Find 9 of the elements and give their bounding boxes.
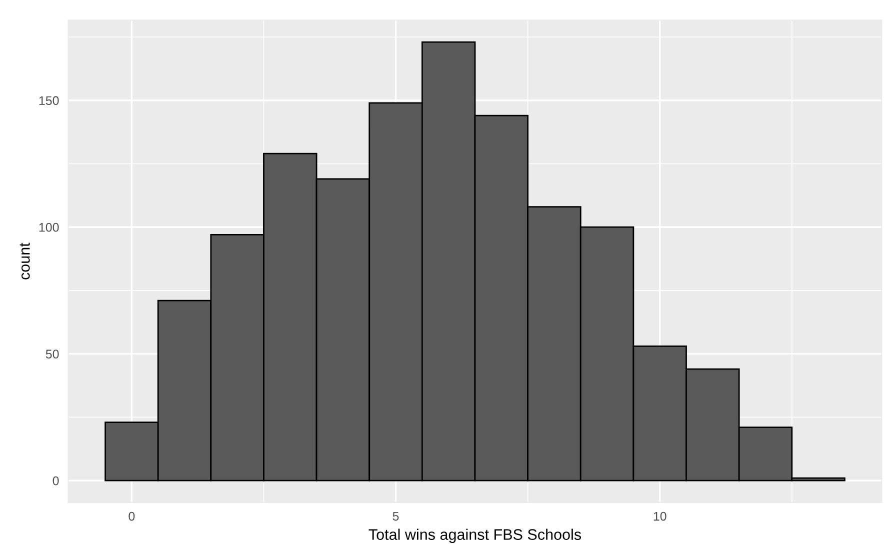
y-tick-label: 100	[39, 222, 59, 232]
y-axis-title: count	[20, 242, 30, 280]
x-tick-label: 10	[654, 512, 666, 521]
x-axis-title: Total wins against FBS Schools	[368, 528, 582, 543]
x-tick-label: 5	[392, 512, 399, 521]
x-tick-label: 0	[128, 512, 135, 521]
y-tick-label: 50	[46, 350, 59, 358]
y-tick-label: 150	[39, 96, 59, 106]
y-tick-label: 0	[52, 476, 59, 486]
